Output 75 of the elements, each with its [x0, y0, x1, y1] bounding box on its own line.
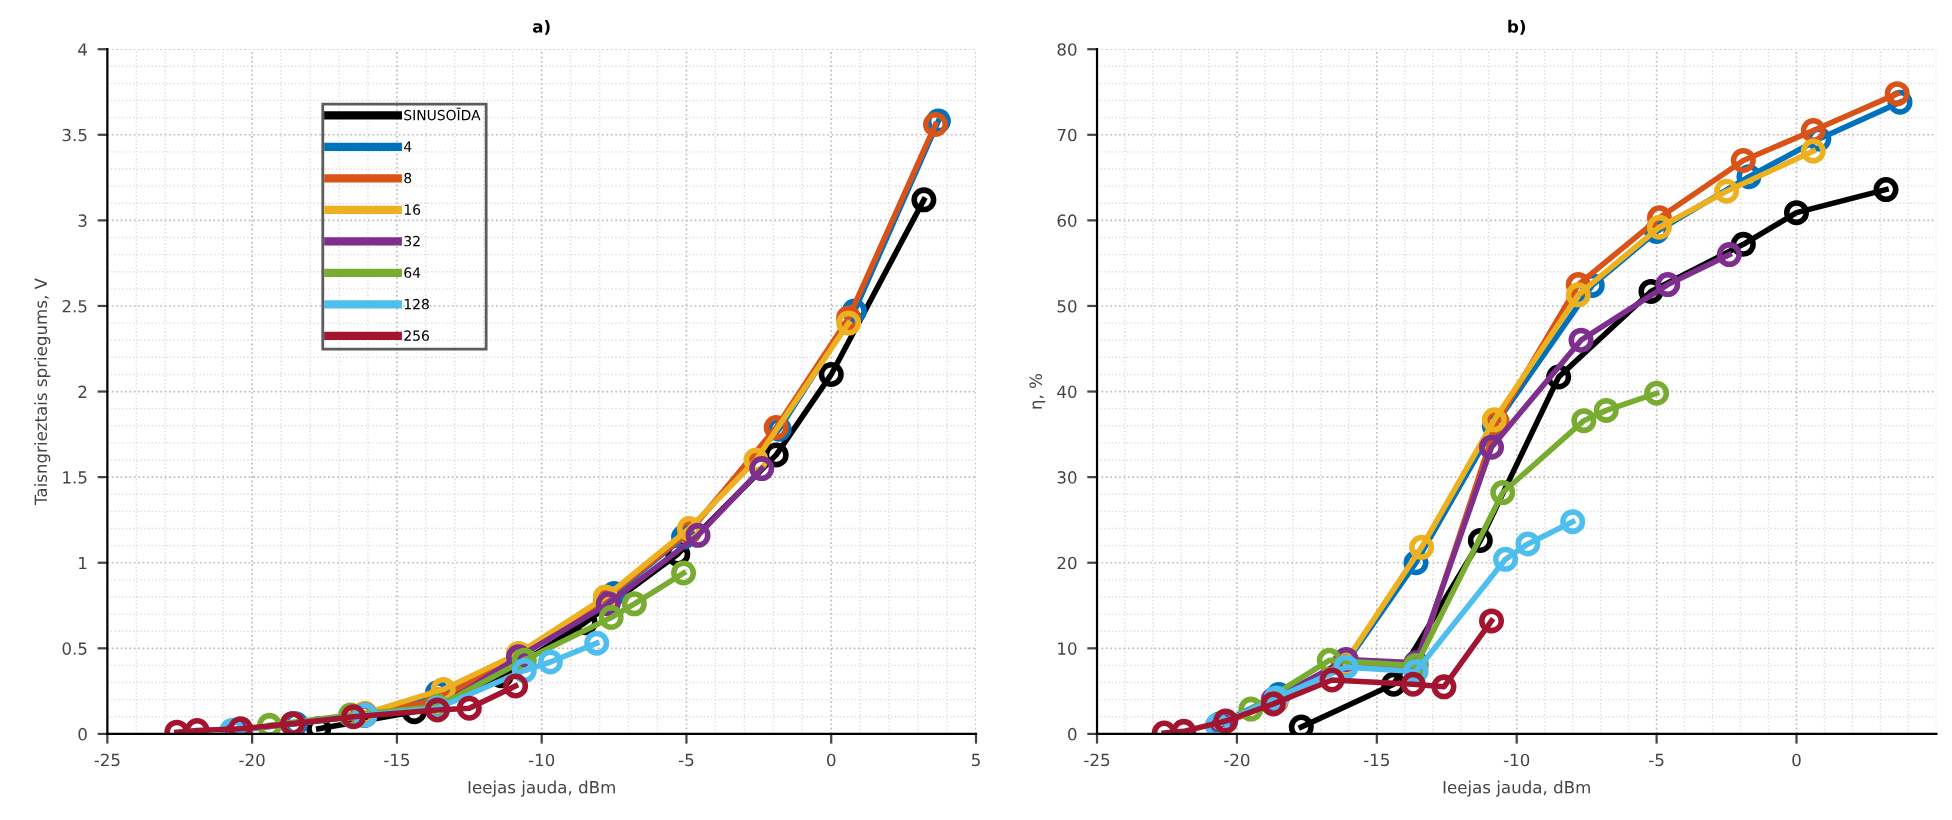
point	[1716, 242, 1742, 268]
x-axis-title: Ieejas jauda, dBm	[468, 780, 615, 797]
point	[749, 456, 775, 482]
chart-title: b)	[1508, 19, 1526, 35]
point	[818, 361, 844, 387]
x-tick-label: 0	[827, 753, 836, 767]
point	[1493, 546, 1519, 572]
x-tick-label: -5	[1649, 753, 1664, 767]
x-tick-label: 5	[971, 753, 980, 767]
point	[671, 560, 697, 586]
y-tick-label: 30	[1057, 471, 1077, 484]
point	[621, 591, 647, 617]
point	[1319, 667, 1345, 693]
point	[1560, 509, 1586, 535]
y-tick-label: 70	[1057, 128, 1077, 142]
y-tick-label: 3.5	[62, 128, 87, 142]
point	[1730, 147, 1756, 173]
point	[1571, 408, 1597, 434]
point	[1646, 214, 1672, 240]
y-tick-label: 50	[1057, 299, 1077, 313]
point	[503, 673, 529, 699]
point	[1714, 178, 1740, 204]
y-tick-label: 60	[1057, 214, 1077, 227]
y-tick-label: 80	[1057, 43, 1077, 56]
y-tick-label: 2.5	[62, 299, 87, 313]
y-tick-label: 1	[79, 556, 87, 570]
x-tick-label: -20	[1224, 753, 1250, 767]
point	[456, 695, 482, 721]
x-tick-label: -15	[1364, 753, 1389, 767]
point	[1565, 282, 1591, 308]
point	[1644, 380, 1670, 406]
point	[1593, 397, 1619, 423]
y-tick-label: 3	[78, 214, 87, 227]
point	[1884, 81, 1910, 107]
x-axis-title: Ieejas jauda, dBm	[1443, 780, 1590, 797]
point	[836, 310, 862, 336]
point	[537, 649, 563, 675]
y-tick-label: 0	[78, 727, 87, 741]
point	[1431, 674, 1457, 700]
point	[1288, 714, 1314, 734]
point	[1400, 671, 1426, 697]
y-tick-label: 4	[78, 43, 87, 56]
y-tick-label: 10	[1058, 642, 1077, 655]
x-tick-label: -10	[528, 753, 555, 767]
point	[1213, 708, 1239, 734]
x-tick-label: -10	[1503, 753, 1530, 767]
point	[1873, 177, 1899, 203]
x-tick-label: -5	[678, 753, 694, 767]
y-tick-label: 0.5	[62, 642, 87, 655]
point	[1479, 434, 1505, 460]
point	[1800, 138, 1826, 164]
point	[1568, 327, 1594, 353]
y-axis-title: η, %	[1029, 373, 1046, 409]
y-tick-label: 2	[78, 385, 87, 398]
point	[685, 522, 711, 548]
point	[1479, 608, 1505, 634]
x-tick-label: -20	[239, 753, 265, 767]
point	[598, 605, 624, 630]
point	[1409, 534, 1435, 560]
point	[1515, 531, 1541, 557]
y-tick-label: 1.5	[63, 471, 87, 484]
y-tick-label: 20	[1057, 556, 1077, 570]
point	[1655, 272, 1681, 298]
x-tick-label: 0	[1792, 753, 1801, 767]
point	[584, 630, 610, 656]
y-tick-label: 40	[1057, 385, 1077, 399]
point	[911, 187, 937, 213]
x-tick-label: -25	[94, 753, 120, 767]
x-tick-label: -15	[384, 753, 410, 767]
point	[1783, 200, 1809, 226]
chart-title: a)	[532, 19, 550, 35]
y-axis-title: Taisngrieztais spriegums, V	[34, 278, 51, 506]
y-tick-label: 0	[1068, 727, 1077, 741]
x-tick-label: -25	[1084, 753, 1110, 767]
point	[1490, 480, 1516, 506]
